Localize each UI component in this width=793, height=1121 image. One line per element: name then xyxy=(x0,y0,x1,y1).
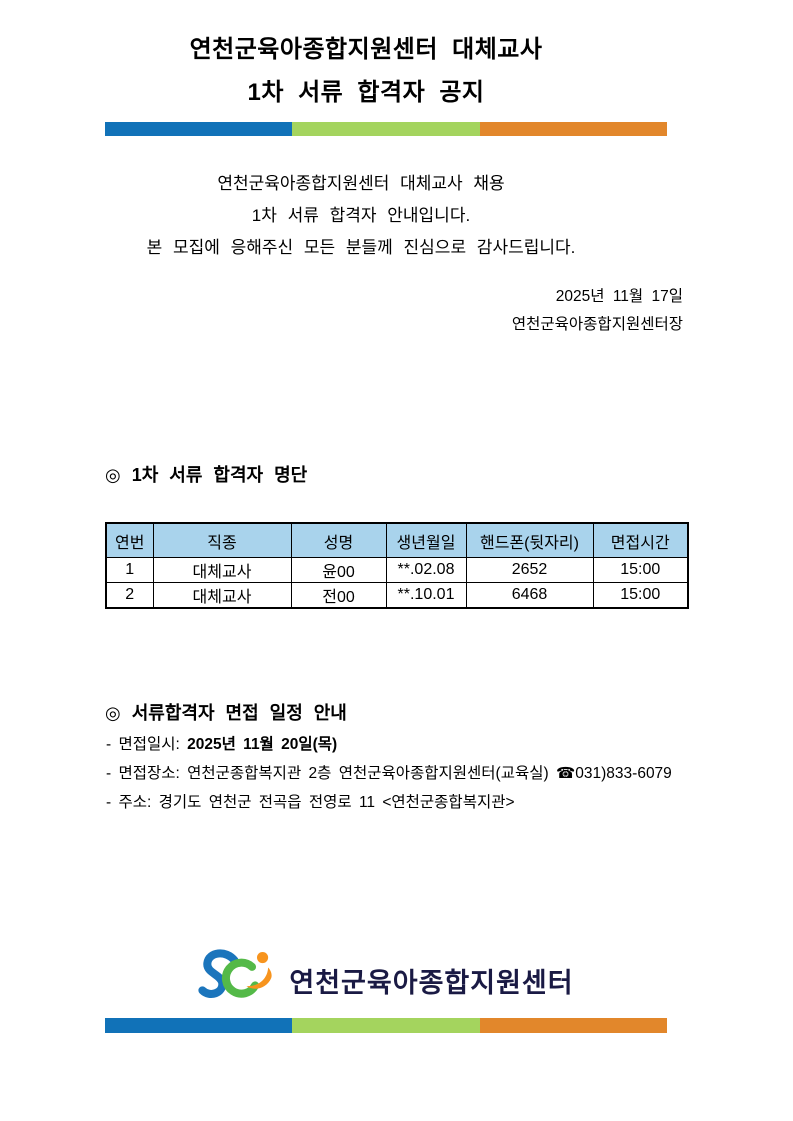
col-header-birth: 생년월일 xyxy=(385,522,467,558)
cell-birth: **.02.08 xyxy=(385,557,467,583)
cell-phone: 6468 xyxy=(465,582,594,609)
cell-time: 15:00 xyxy=(592,557,689,583)
divider-segment-green xyxy=(292,1018,480,1033)
table-header-row: 연번 직종 성명 생년월일 핸드폰(뒷자리) 면접시간 xyxy=(105,522,689,558)
cell-name: 윤00 xyxy=(290,557,387,583)
pass-list-table: 연번 직종 성명 생년월일 핸드폰(뒷자리) 면접시간 1 대체교사 윤00 *… xyxy=(105,522,689,609)
document-title-line1: 연천군육아종합지원센터 대체교사 xyxy=(189,36,543,63)
signoff-block: 2025년 11월 17일 연천군육아종합지원센터장 xyxy=(383,283,683,339)
center-logo-icon xyxy=(198,947,280,1014)
interview-heading: ◎ 서류합격자 면접 일정 안내 xyxy=(105,703,347,723)
tricolor-divider-top xyxy=(105,122,667,136)
divider-segment-blue xyxy=(105,122,293,136)
list-item-text: - 면접장소: 연천군종합복지관 2층 연천군육아종합지원센터(교육실) ☎03… xyxy=(106,765,672,782)
tricolor-divider-bottom xyxy=(105,1018,667,1033)
footer-logo-text: 연천군육아종합지원센터 xyxy=(289,967,574,998)
notice-author: 연천군육아종합지원센터장 xyxy=(511,316,683,333)
list-item-address: - 주소: 경기도 연천군 전곡읍 전영로 11 <연천군종합복지관> xyxy=(106,788,672,817)
list-item-datetime: - 면접일시: 2025년 11월 20일(목) xyxy=(106,730,672,759)
col-header-job: 직종 xyxy=(152,522,292,558)
intro-paragraph: 연천군육아종합지원센터 대체교사 채용 1차 서류 합격자 안내입니다. 본 모… xyxy=(105,168,617,264)
divider-segment-orange xyxy=(479,1018,667,1033)
interview-info-list: - 면접일시: 2025년 11월 20일(목) - 면접장소: 연천군종합복지… xyxy=(106,730,672,817)
table-row: 1 대체교사 윤00 **.02.08 2652 15:00 xyxy=(105,557,689,583)
col-header-name: 성명 xyxy=(290,522,387,558)
cell-time: 15:00 xyxy=(592,582,689,609)
pass-list-heading: ◎ 1차 서류 합격자 명단 xyxy=(105,465,308,485)
col-header-time: 면접시간 xyxy=(592,522,689,558)
cell-phone: 2652 xyxy=(465,557,594,583)
cell-no: 1 xyxy=(105,557,154,583)
cell-name: 전00 xyxy=(290,582,387,609)
list-item-text: - 주소: 경기도 연천군 전곡읍 전영로 11 <연천군종합복지관> xyxy=(106,794,515,811)
col-header-no: 연번 xyxy=(105,522,154,558)
list-item-place: - 면접장소: 연천군종합복지관 2층 연천군육아종합지원센터(교육실) ☎03… xyxy=(106,759,672,788)
document-title: 연천군육아종합지원센터 대체교사 1차 서류 합격자 공지 xyxy=(105,28,627,114)
cell-birth: **.10.01 xyxy=(385,582,467,609)
list-item-text: - 면접일시: xyxy=(106,736,188,753)
intro-line1: 연천군육아종합지원센터 대체교사 채용 xyxy=(217,174,505,193)
list-item-bold-text: 2025년 11월 20일(목) xyxy=(187,736,338,753)
divider-segment-blue xyxy=(105,1018,293,1033)
divider-segment-orange xyxy=(479,122,667,136)
intro-line3: 본 모집에 응해주신 모든 분들께 진심으로 감사드립니다. xyxy=(146,238,576,257)
footer-logo: 연천군육아종합지원센터 xyxy=(105,948,667,1012)
cell-no: 2 xyxy=(105,582,154,609)
divider-segment-green xyxy=(292,122,480,136)
notice-date: 2025년 11월 17일 xyxy=(555,288,683,305)
intro-line2: 1차 서류 합격자 안내입니다. xyxy=(251,206,471,225)
col-header-phone: 핸드폰(뒷자리) xyxy=(465,522,594,558)
cell-job: 대체교사 xyxy=(152,557,292,583)
cell-job: 대체교사 xyxy=(152,582,292,609)
table-row: 2 대체교사 전00 **.10.01 6468 15:00 xyxy=(105,582,689,609)
document-title-line2: 1차 서류 합격자 공지 xyxy=(247,79,485,106)
